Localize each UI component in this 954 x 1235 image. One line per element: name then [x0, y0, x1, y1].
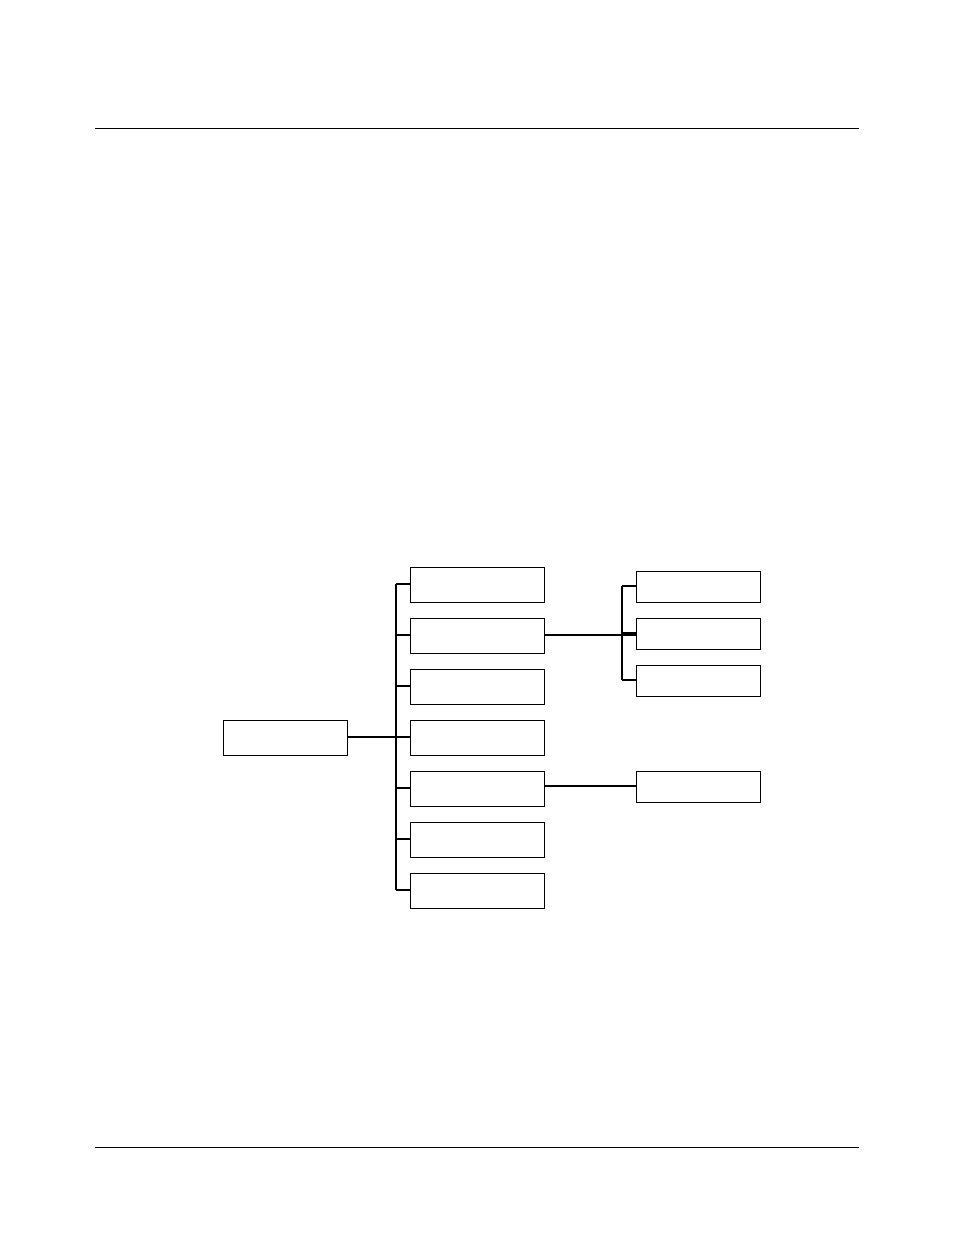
connector	[622, 679, 636, 681]
node-leaf_1	[636, 618, 761, 650]
connector	[396, 634, 410, 636]
connector	[396, 685, 410, 687]
connector	[545, 785, 636, 787]
connector	[396, 838, 410, 840]
bottom-rule	[95, 1147, 859, 1148]
node-mid_5	[410, 822, 545, 858]
node-mid_4	[410, 771, 545, 807]
node-root	[223, 720, 348, 756]
connector	[396, 787, 410, 789]
node-mid_1	[410, 618, 545, 654]
connector	[396, 583, 410, 585]
connector	[396, 889, 410, 891]
top-rule	[95, 128, 859, 129]
connector	[622, 585, 636, 587]
node-leaf_0	[636, 571, 761, 603]
connector	[396, 736, 410, 738]
node-leaf_2	[636, 665, 761, 697]
node-leaf_3	[636, 771, 761, 803]
connector	[622, 632, 636, 634]
node-mid_6	[410, 873, 545, 909]
node-mid_0	[410, 567, 545, 603]
node-mid_3	[410, 720, 545, 756]
node-mid_2	[410, 669, 545, 705]
